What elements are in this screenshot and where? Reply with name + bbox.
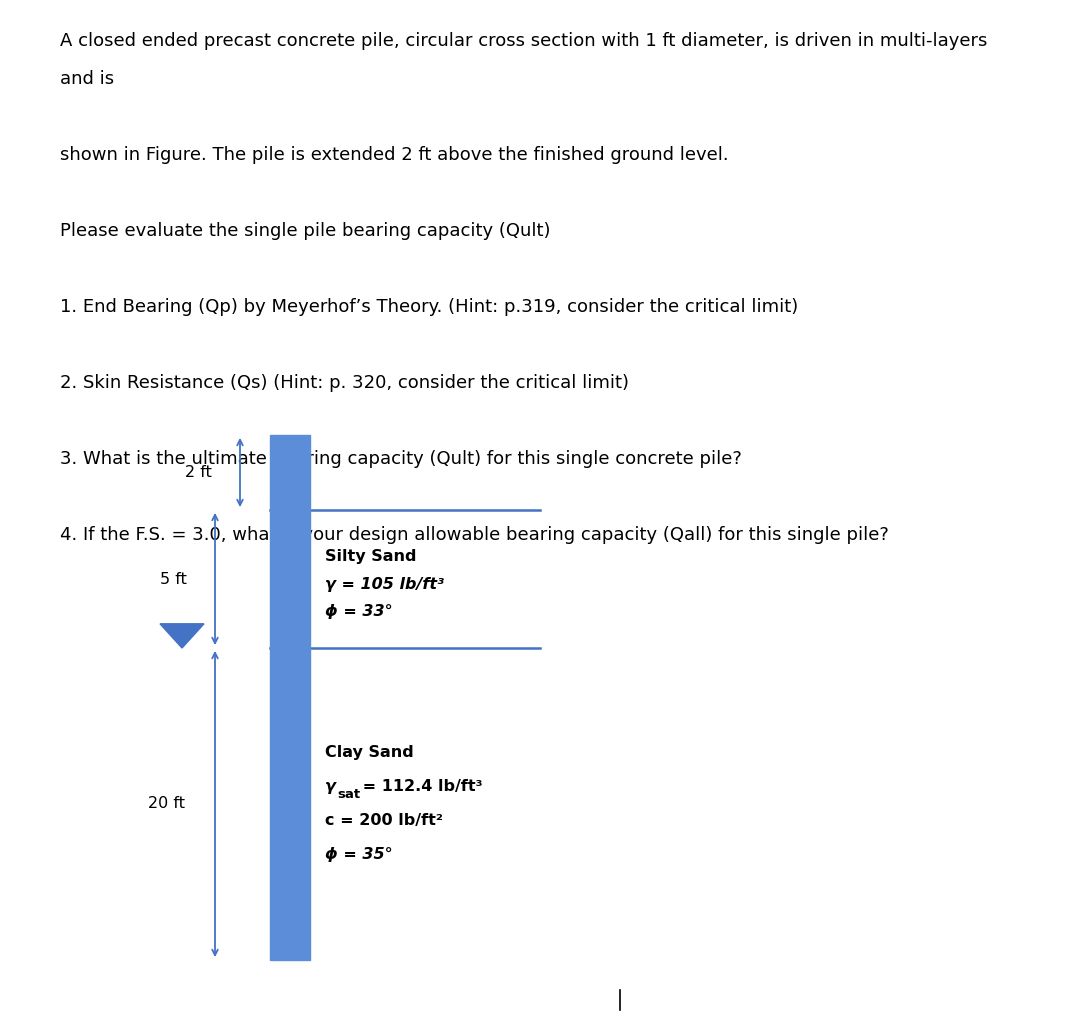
Text: 3. What is the ultimate bearing capacity (Qult) for this single concrete pile?: 3. What is the ultimate bearing capacity… xyxy=(60,450,742,468)
Text: γ: γ xyxy=(325,778,336,794)
Text: ϕ = 33°: ϕ = 33° xyxy=(325,603,393,618)
Bar xyxy=(270,435,310,961)
Text: 2. Skin Resistance (Qs) (Hint: p. 320, consider the critical limit): 2. Skin Resistance (Qs) (Hint: p. 320, c… xyxy=(60,374,629,392)
Text: sat: sat xyxy=(337,787,360,801)
Text: Please evaluate the single pile bearing capacity (Qult): Please evaluate the single pile bearing … xyxy=(60,222,551,240)
Text: 4. If the F.S. = 3.0, what is your design allowable bearing capacity (Qall) for : 4. If the F.S. = 3.0, what is your desig… xyxy=(60,526,889,544)
Polygon shape xyxy=(160,624,204,648)
Text: Silty Sand: Silty Sand xyxy=(325,550,417,564)
Text: shown in Figure. The pile is extended 2 ft above the finished ground level.: shown in Figure. The pile is extended 2 … xyxy=(60,146,729,164)
Text: 1. End Bearing (Qp) by Meyerhof’s Theory. (Hint: p.319, consider the critical li: 1. End Bearing (Qp) by Meyerhof’s Theory… xyxy=(60,298,798,316)
Text: γ = 105 lb/ft³: γ = 105 lb/ft³ xyxy=(325,577,444,592)
Text: Clay Sand: Clay Sand xyxy=(325,744,414,760)
Text: c = 200 lb/ft²: c = 200 lb/ft² xyxy=(325,812,443,827)
Text: 5 ft: 5 ft xyxy=(160,571,187,587)
Text: 20 ft: 20 ft xyxy=(149,797,186,811)
Text: 2 ft: 2 ft xyxy=(185,465,212,480)
Text: = 112.4 lb/ft³: = 112.4 lb/ft³ xyxy=(357,778,483,794)
Text: and is: and is xyxy=(60,70,114,88)
Text: A closed ended precast concrete pile, circular cross section with 1 ft diameter,: A closed ended precast concrete pile, ci… xyxy=(60,32,987,50)
Text: ϕ = 35°: ϕ = 35° xyxy=(325,846,393,862)
